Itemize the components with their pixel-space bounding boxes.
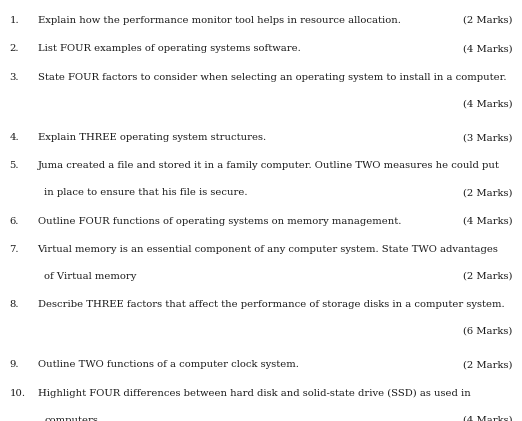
- Text: 10.: 10.: [9, 389, 26, 398]
- Text: (4 Marks): (4 Marks): [463, 217, 513, 226]
- Text: 2.: 2.: [9, 44, 19, 53]
- Text: 6.: 6.: [9, 217, 19, 226]
- Text: List FOUR examples of operating systems software.: List FOUR examples of operating systems …: [38, 44, 300, 53]
- Text: in place to ensure that his file is secure.: in place to ensure that his file is secu…: [44, 188, 248, 197]
- Text: (6 Marks): (6 Marks): [463, 327, 513, 336]
- Text: Virtual memory is an essential component of any computer system. State TWO advan: Virtual memory is an essential component…: [38, 245, 499, 254]
- Text: 5.: 5.: [9, 162, 19, 171]
- Text: of Virtual memory: of Virtual memory: [44, 272, 137, 281]
- Text: (4 Marks): (4 Marks): [463, 100, 513, 109]
- Text: Highlight FOUR differences between hard disk and solid-state drive (SSD) as used: Highlight FOUR differences between hard …: [38, 389, 470, 398]
- Text: 9.: 9.: [9, 360, 19, 369]
- Text: 8.: 8.: [9, 300, 19, 309]
- Text: 1.: 1.: [9, 16, 19, 25]
- Text: Outline FOUR functions of operating systems on memory management.: Outline FOUR functions of operating syst…: [38, 217, 401, 226]
- Text: (2 Marks): (2 Marks): [463, 16, 513, 25]
- Text: (4 Marks): (4 Marks): [463, 44, 513, 53]
- Text: (3 Marks): (3 Marks): [463, 133, 513, 142]
- Text: (2 Marks): (2 Marks): [463, 272, 513, 281]
- Text: 7.: 7.: [9, 245, 19, 254]
- Text: Explain THREE operating system structures.: Explain THREE operating system structure…: [38, 133, 266, 142]
- Text: computers.: computers.: [44, 416, 101, 421]
- Text: Describe THREE factors that affect the performance of storage disks in a compute: Describe THREE factors that affect the p…: [38, 300, 504, 309]
- Text: 3.: 3.: [9, 73, 19, 82]
- Text: Juma created a file and stored it in a family computer. Outline TWO measures he : Juma created a file and stored it in a f…: [38, 162, 500, 171]
- Text: (2 Marks): (2 Marks): [463, 188, 513, 197]
- Text: State FOUR factors to consider when selecting an operating system to install in : State FOUR factors to consider when sele…: [38, 73, 506, 82]
- Text: (2 Marks): (2 Marks): [463, 360, 513, 369]
- Text: 4.: 4.: [9, 133, 19, 142]
- Text: (4 Marks): (4 Marks): [463, 416, 513, 421]
- Text: Explain how the performance monitor tool helps in resource allocation.: Explain how the performance monitor tool…: [38, 16, 400, 25]
- Text: Outline TWO functions of a computer clock system.: Outline TWO functions of a computer cloc…: [38, 360, 299, 369]
